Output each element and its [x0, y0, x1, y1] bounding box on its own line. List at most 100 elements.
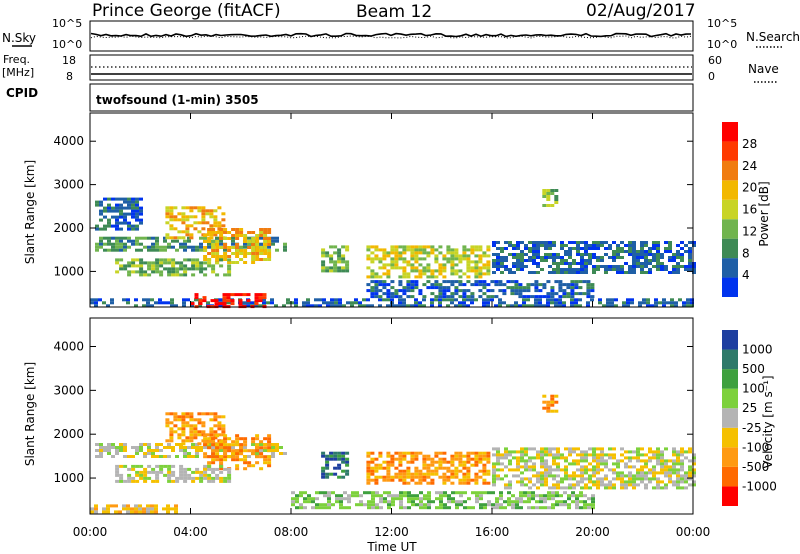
heatmap-cell	[688, 477, 692, 481]
heatmap-cell	[462, 292, 467, 296]
heatmap-cell	[580, 465, 584, 469]
power-colorbar-segment	[722, 122, 738, 142]
heatmap-cell	[159, 443, 163, 446]
heatmap-cell	[135, 242, 139, 246]
heatmap-cell	[442, 254, 447, 258]
heatmap-cell	[450, 454, 455, 458]
heatmap-cell	[366, 460, 371, 464]
heatmap-cell	[676, 450, 680, 454]
heatmap-cell	[209, 430, 214, 434]
heatmap-cell	[551, 491, 555, 495]
heatmap-cell	[548, 453, 552, 457]
heatmap-cell	[231, 242, 235, 246]
heatmap-cell	[664, 483, 668, 487]
heatmap-cell	[195, 261, 200, 265]
heatmap-cell	[600, 244, 604, 247]
heatmap-cell	[165, 236, 170, 240]
heatmap-cell	[143, 273, 148, 277]
heatmap-cell	[170, 298, 174, 302]
heatmap-cell	[554, 189, 559, 192]
heatmap-cell	[608, 247, 612, 250]
heatmap-cell	[426, 466, 431, 470]
heatmap-cell	[167, 473, 172, 477]
heatmap-cell	[430, 298, 434, 302]
heatmap-cell	[139, 197, 143, 201]
heatmap-cell	[183, 273, 188, 277]
heatmap-cell	[586, 286, 591, 290]
heatmap-cell	[640, 247, 644, 250]
heatmap-cell	[414, 283, 419, 287]
heatmap-cell	[189, 233, 194, 237]
heatmap-cell	[323, 494, 327, 498]
heatmap-cell	[564, 262, 568, 265]
heatmap-cell	[374, 245, 379, 249]
heatmap-cell	[247, 246, 252, 249]
heatmap-cell	[147, 248, 151, 252]
heatmap-cell	[135, 239, 139, 243]
heatmap-cell	[154, 510, 158, 514]
heatmap-cell	[486, 266, 491, 270]
noise-left-tick-bottom: 10^0	[52, 38, 82, 51]
heatmap-cell	[640, 453, 644, 457]
heatmap-cell	[217, 221, 222, 225]
heatmap-cell	[150, 298, 154, 302]
heatmap-cell	[410, 248, 415, 252]
heatmap-cell	[650, 304, 654, 308]
heatmap-cell	[423, 497, 427, 501]
heatmap-cell	[169, 436, 174, 440]
heatmap-cell	[510, 304, 514, 308]
heatmap-cell	[187, 455, 191, 458]
heatmap-cell	[478, 260, 483, 264]
heatmap-cell	[398, 451, 403, 455]
heatmap-cell	[504, 465, 508, 469]
power-heatmap	[90, 189, 696, 309]
heatmap-cell	[680, 486, 684, 490]
heatmap-cell	[107, 449, 111, 452]
heatmap-cell	[612, 268, 616, 271]
heatmap-cell	[123, 242, 127, 246]
heatmap-cell	[644, 453, 648, 457]
heatmap-cell	[470, 245, 475, 249]
heatmap-cell	[479, 494, 483, 498]
heatmap-cell	[490, 289, 495, 293]
heatmap-cell	[558, 289, 563, 293]
heatmap-cell	[422, 272, 427, 276]
heatmap-cell	[608, 453, 612, 457]
heatmap-cell	[508, 462, 512, 466]
heatmap-cell	[370, 451, 375, 455]
heatmap-cell	[523, 500, 527, 504]
heatmap-cell	[466, 254, 471, 258]
heatmap-cell	[181, 421, 186, 425]
heatmap-cell	[596, 486, 600, 490]
heatmap-cell	[498, 304, 502, 308]
heatmap-cell	[181, 218, 186, 222]
heatmap-cell	[580, 271, 584, 274]
heatmap-cell	[692, 483, 696, 487]
heatmap-cell	[239, 245, 243, 249]
heatmap-cell	[259, 467, 264, 471]
heatmap-cell	[536, 453, 540, 457]
power-colorbar-segment	[722, 199, 738, 220]
heatmap-cell	[123, 267, 128, 271]
heatmap-cell	[496, 259, 500, 262]
heatmap-cell	[450, 463, 455, 467]
heatmap-cell	[402, 257, 407, 261]
heatmap-cell	[207, 240, 212, 243]
heatmap-cell	[591, 506, 595, 510]
heatmap-cell	[199, 236, 203, 240]
heatmap-cell	[235, 467, 240, 471]
heatmap-cell	[147, 264, 152, 268]
heatmap-cell	[532, 271, 536, 274]
heatmap-cell	[194, 298, 198, 302]
heatmap-cell	[187, 473, 192, 477]
heatmap-cell	[330, 301, 334, 305]
heatmap-cell	[680, 480, 684, 484]
heatmap-cell	[337, 451, 342, 455]
heatmap-cell	[345, 472, 350, 476]
heatmap-cell	[179, 449, 183, 452]
heatmap-cell	[492, 253, 496, 256]
heatmap-cell	[516, 468, 520, 472]
heatmap-cell	[644, 262, 648, 265]
heatmap-cell	[165, 212, 170, 216]
heatmap-cell	[213, 418, 218, 422]
